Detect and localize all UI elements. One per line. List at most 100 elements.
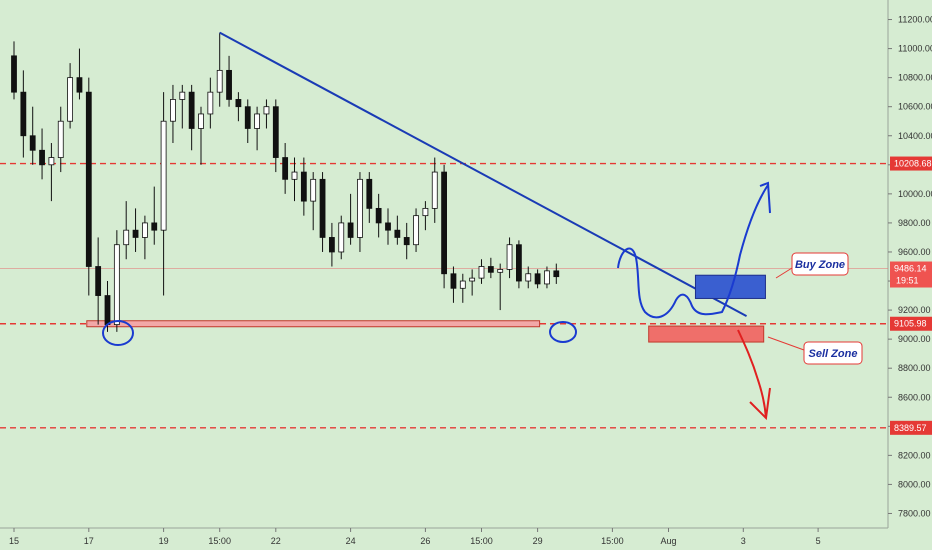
candle-body: [366, 178, 373, 209]
candle-body: [516, 244, 522, 282]
level-price-tag: [890, 156, 932, 171]
candle-body: [282, 157, 289, 180]
candle-body: [478, 266, 485, 279]
candle-body: [300, 171, 307, 202]
candle-body: [67, 77, 73, 122]
x-tick-label: 17: [84, 536, 94, 546]
current-price-countdown: 19:51: [896, 276, 919, 286]
buy-zone-callout: [791, 252, 849, 276]
y-tick-label: 10800.00: [898, 73, 932, 83]
candle-body: [170, 99, 176, 122]
y-tick-label: 9800.00: [898, 218, 931, 228]
candle-body: [487, 266, 494, 273]
candle-body: [198, 113, 204, 129]
candle-body: [338, 222, 345, 253]
level-price-tag: [890, 420, 932, 435]
candle-body: [20, 91, 27, 137]
candle-body: [132, 229, 139, 238]
candle-body: [263, 106, 270, 115]
candle-body: [207, 91, 214, 115]
candle-body: [385, 222, 391, 231]
bearish-projection-path: [737, 329, 767, 419]
candle-body: [403, 237, 410, 246]
candle-body: [310, 178, 317, 202]
y-tick-label: 10400.00: [898, 131, 932, 141]
x-tick-label: 29: [533, 536, 543, 546]
candle-body: [497, 269, 504, 273]
candle-body: [291, 171, 298, 180]
trendline: [219, 31, 748, 317]
candle-body: [534, 273, 541, 285]
bullish-arrowhead: [759, 181, 771, 214]
buy-zone-box: [694, 274, 766, 299]
candle-body: [244, 106, 251, 129]
x-tick-label: 26: [420, 536, 430, 546]
buy-zone-label: Buy Zone: [795, 259, 845, 271]
level-price-label: 9105.98: [894, 319, 927, 329]
sell-zone-callout-pointer: [767, 336, 805, 351]
level-price-tag: [890, 316, 932, 331]
x-tick-label: 15: [9, 536, 19, 546]
x-tick-label: 19: [159, 536, 169, 546]
y-tick-label: 7800.00: [898, 508, 931, 518]
y-tick-label: 8000.00: [898, 479, 931, 489]
candle-body: [544, 270, 550, 285]
candle-body: [113, 244, 120, 326]
candle-body: [95, 266, 102, 296]
candle-body: [57, 120, 64, 158]
candle-body: [272, 106, 279, 158]
candle-body: [469, 277, 476, 282]
candle-body: [525, 273, 532, 282]
x-tick-label: 15:00: [601, 536, 624, 546]
candle-body: [450, 273, 457, 289]
candle-body: [506, 244, 513, 270]
candle-body: [39, 149, 45, 166]
y-tick-label: 10000.00: [898, 189, 932, 199]
support-box: [86, 320, 541, 328]
candle-body: [328, 237, 335, 253]
candle-body: [123, 229, 130, 246]
candle-body: [85, 91, 92, 267]
candle-body: [347, 222, 354, 238]
candle-body: [48, 157, 55, 166]
sell-zone-label: Sell Zone: [809, 348, 858, 360]
candle-body: [553, 270, 560, 278]
candle-body: [76, 77, 83, 93]
y-tick-label: 8800.00: [898, 363, 931, 373]
y-tick-label: 11000.00: [898, 44, 932, 54]
y-tick-label: 9600.00: [898, 247, 931, 257]
y-tick-label: 8200.00: [898, 450, 931, 460]
y-tick-label: 8600.00: [898, 392, 931, 402]
x-tick-label: 22: [271, 536, 281, 546]
candle-body: [459, 280, 466, 289]
y-tick-label: 9000.00: [898, 334, 931, 344]
candle-body: [216, 69, 223, 93]
x-tick-label: 3: [741, 536, 746, 546]
bearish-arrowhead: [749, 387, 771, 421]
y-tick-label: 9200.00: [898, 305, 931, 315]
candle-body: [188, 91, 195, 129]
current-price-label: 9486.14: [894, 264, 927, 274]
level-price-label: 10208.68: [894, 159, 932, 169]
candle-body: [441, 171, 448, 275]
buy-zone-callout-pointer: [775, 267, 793, 279]
candle-body: [104, 295, 111, 326]
x-tick-label: 5: [816, 536, 821, 546]
low-circle-marker: [102, 320, 134, 346]
x-tick-label: 15:00: [470, 536, 493, 546]
x-tick-label: 15:00: [208, 536, 231, 546]
candle-body: [375, 207, 382, 224]
low-circle-marker: [549, 321, 577, 343]
x-tick-label: Aug: [660, 536, 676, 546]
candle-body: [29, 135, 36, 151]
candle-body: [254, 113, 261, 129]
candle-body: [141, 222, 148, 238]
candle-body: [11, 55, 17, 93]
y-tick-label: 11200.00: [898, 15, 932, 25]
current-price-tag: [890, 261, 932, 288]
x-tick-label: 24: [346, 536, 356, 546]
bullish-projection-path: [617, 184, 769, 319]
candle-body: [394, 229, 401, 238]
